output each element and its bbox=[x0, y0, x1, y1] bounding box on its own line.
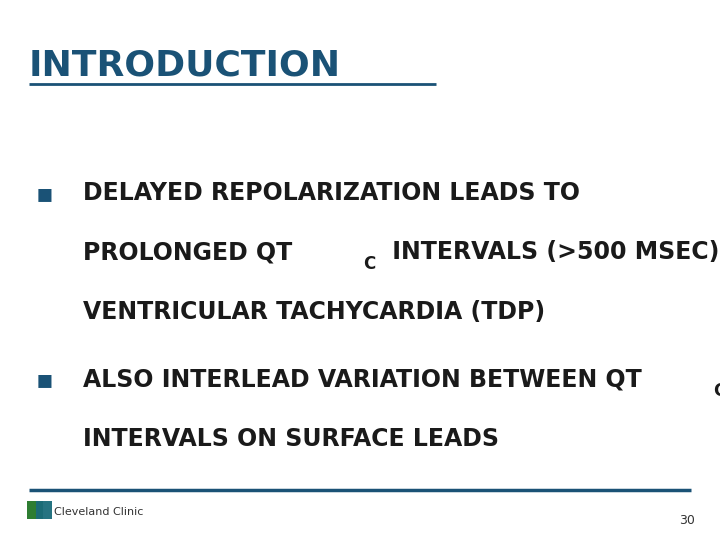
Text: Cleveland Clinic: Cleveland Clinic bbox=[54, 507, 143, 517]
Text: ▪: ▪ bbox=[36, 181, 54, 207]
Text: C: C bbox=[713, 382, 720, 400]
Bar bbox=[36, 501, 52, 519]
Text: INTERVALS ON SURFACE LEADS: INTERVALS ON SURFACE LEADS bbox=[83, 427, 499, 450]
Bar bbox=[27, 501, 43, 519]
Text: PROLONGED QT: PROLONGED QT bbox=[83, 240, 292, 264]
Text: ALSO INTERLEAD VARIATION BETWEEN QT: ALSO INTERLEAD VARIATION BETWEEN QT bbox=[83, 367, 642, 391]
Text: VENTRICULAR TACHYCARDIA (TDP): VENTRICULAR TACHYCARDIA (TDP) bbox=[83, 300, 545, 323]
Text: 30: 30 bbox=[679, 514, 695, 526]
Text: DELAYED REPOLARIZATION LEADS TO: DELAYED REPOLARIZATION LEADS TO bbox=[83, 181, 580, 205]
Text: INTERVALS (>500 MSEC) AND: INTERVALS (>500 MSEC) AND bbox=[384, 240, 720, 264]
Text: ▪: ▪ bbox=[36, 367, 54, 393]
Text: INTRODUCTION: INTRODUCTION bbox=[29, 49, 341, 83]
Text: C: C bbox=[364, 255, 376, 273]
